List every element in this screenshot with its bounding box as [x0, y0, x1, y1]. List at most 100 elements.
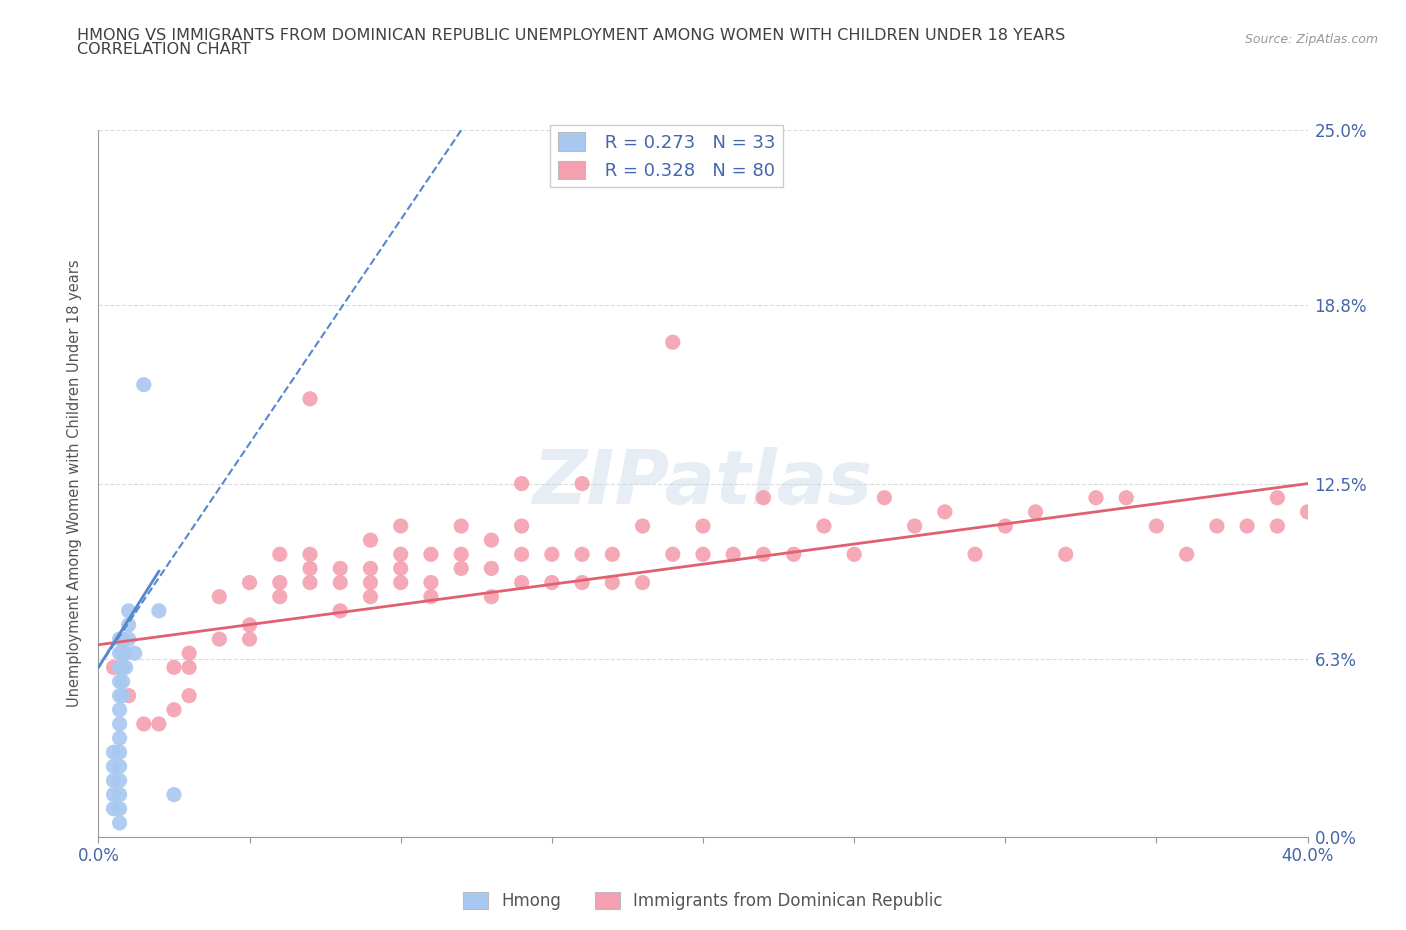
Point — [510, 547, 533, 562]
Point — [111, 674, 134, 689]
Point — [934, 504, 956, 519]
Point — [389, 575, 412, 590]
Text: HMONG VS IMMIGRANTS FROM DOMINICAN REPUBLIC UNEMPLOYMENT AMONG WOMEN WITH CHILDR: HMONG VS IMMIGRANTS FROM DOMINICAN REPUB… — [77, 28, 1066, 43]
Point — [1175, 547, 1198, 562]
Point — [602, 575, 624, 590]
Point — [662, 547, 685, 562]
Point — [103, 802, 125, 817]
Point — [148, 604, 170, 618]
Point — [208, 590, 231, 604]
Point — [108, 702, 131, 717]
Point — [510, 575, 533, 590]
Point — [108, 631, 131, 646]
Point — [450, 547, 472, 562]
Point — [752, 547, 775, 562]
Point — [103, 759, 125, 774]
Point — [163, 787, 186, 802]
Y-axis label: Unemployment Among Women with Children Under 18 years: Unemployment Among Women with Children U… — [67, 259, 83, 708]
Point — [1296, 504, 1319, 519]
Point — [239, 618, 262, 632]
Point — [108, 773, 131, 788]
Point — [540, 575, 562, 590]
Point — [360, 590, 382, 604]
Point — [239, 631, 262, 646]
Point — [692, 547, 714, 562]
Point — [662, 335, 685, 350]
Point — [299, 561, 322, 576]
Point — [108, 688, 131, 703]
Point — [994, 519, 1017, 534]
Point — [631, 575, 654, 590]
Point — [179, 645, 201, 660]
Point — [783, 547, 806, 562]
Legend: Hmong, Immigrants from Dominican Republic: Hmong, Immigrants from Dominican Republi… — [457, 885, 949, 917]
Point — [450, 561, 472, 576]
Point — [111, 645, 134, 660]
Point — [450, 519, 472, 534]
Point — [873, 490, 896, 505]
Text: Source: ZipAtlas.com: Source: ZipAtlas.com — [1244, 33, 1378, 46]
Point — [904, 519, 927, 534]
Point — [111, 660, 134, 675]
Point — [114, 645, 136, 660]
Point — [510, 519, 533, 534]
Point — [631, 519, 654, 534]
Point — [163, 660, 186, 675]
Point — [813, 519, 835, 534]
Point — [108, 660, 131, 675]
Point — [481, 561, 503, 576]
Point — [108, 816, 131, 830]
Point — [239, 575, 262, 590]
Point — [179, 688, 201, 703]
Point — [540, 547, 562, 562]
Point — [299, 547, 322, 562]
Point — [420, 590, 443, 604]
Point — [1024, 504, 1046, 519]
Point — [118, 688, 141, 703]
Point — [389, 547, 412, 562]
Legend:  R = 0.273   N = 33,  R = 0.328   N = 80: R = 0.273 N = 33, R = 0.328 N = 80 — [551, 126, 783, 187]
Point — [481, 590, 503, 604]
Point — [118, 631, 141, 646]
Point — [269, 590, 291, 604]
Point — [118, 604, 141, 618]
Point — [108, 787, 131, 802]
Point — [114, 660, 136, 675]
Point — [103, 787, 125, 802]
Point — [108, 674, 131, 689]
Point — [108, 759, 131, 774]
Point — [329, 575, 352, 590]
Point — [571, 575, 593, 590]
Point — [208, 631, 231, 646]
Point — [420, 575, 443, 590]
Point — [103, 745, 125, 760]
Point — [692, 519, 714, 534]
Point — [360, 561, 382, 576]
Point — [118, 618, 141, 632]
Point — [1054, 547, 1077, 562]
Text: CORRELATION CHART: CORRELATION CHART — [77, 42, 250, 57]
Point — [1115, 490, 1137, 505]
Point — [571, 547, 593, 562]
Point — [1236, 519, 1258, 534]
Point — [1206, 519, 1229, 534]
Point — [389, 561, 412, 576]
Point — [269, 547, 291, 562]
Point — [299, 575, 322, 590]
Point — [108, 716, 131, 731]
Text: ZIPatlas: ZIPatlas — [533, 447, 873, 520]
Point — [844, 547, 866, 562]
Point — [481, 533, 503, 548]
Point — [111, 631, 134, 646]
Point — [965, 547, 987, 562]
Point — [723, 547, 745, 562]
Point — [132, 716, 155, 731]
Point — [132, 378, 155, 392]
Point — [360, 533, 382, 548]
Point — [108, 645, 131, 660]
Point — [148, 716, 170, 731]
Point — [360, 575, 382, 590]
Point — [108, 802, 131, 817]
Point — [299, 392, 322, 406]
Point — [1267, 490, 1289, 505]
